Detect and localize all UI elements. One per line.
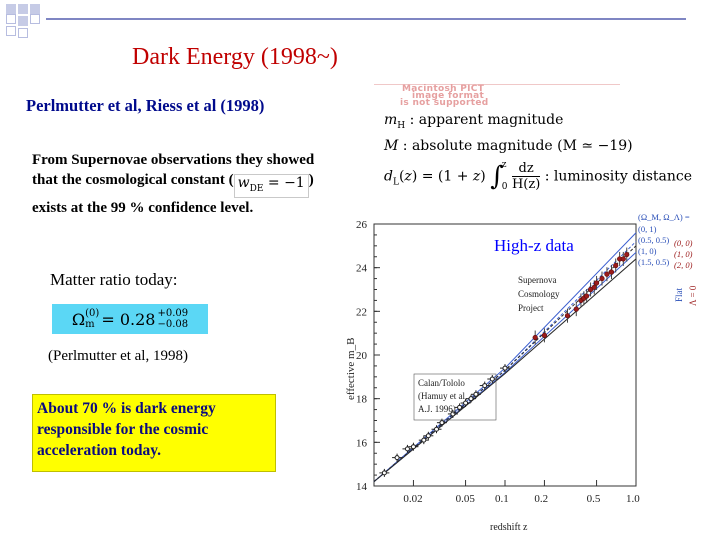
x-tick-label: 1.0 bbox=[626, 493, 640, 505]
conclusion-highlight-box: About 70 % is dark energy responsible fo… bbox=[32, 394, 276, 472]
x-tick-label: 0.2 bbox=[534, 493, 548, 505]
fraction-denominator: H(z) bbox=[511, 177, 541, 192]
x-tick-label: 0.05 bbox=[456, 493, 476, 505]
unsupported-line-3: is not supported bbox=[400, 98, 489, 108]
high-z-point bbox=[532, 334, 538, 341]
low-z-point bbox=[457, 404, 463, 410]
dark-energy-equation: wDE = −1 bbox=[233, 174, 309, 198]
y-axis-label: effective m_B bbox=[345, 338, 357, 400]
high-z-data-label: High-z data bbox=[494, 236, 574, 256]
high-z-point bbox=[608, 269, 615, 275]
omega-symbol: Ω bbox=[71, 309, 86, 329]
low-z-point bbox=[410, 444, 416, 450]
luminosity-distance-def: dL(z) = (1 + z) ∫z 0 dz H(z) : luminosity … bbox=[384, 160, 692, 192]
low-z-point bbox=[450, 411, 456, 417]
absolute-magnitude-text: : absolute magnitude (M ≃ −19) bbox=[402, 138, 633, 154]
legend-entry-blue: (0.5, 0.5) bbox=[638, 235, 669, 245]
annotation-scp: Project bbox=[518, 303, 544, 313]
luminosity-distance-text: : luminosity distance bbox=[544, 168, 692, 185]
legend-entry-blue: (1, 0) bbox=[638, 246, 657, 256]
high-z-point bbox=[604, 271, 610, 277]
annotation-scp: Supernova bbox=[518, 275, 557, 285]
intro-paragraph: From Supernovae observations they showed… bbox=[32, 150, 332, 218]
annotation-scp: Cosmology bbox=[518, 289, 560, 299]
low-z-point bbox=[468, 396, 474, 402]
high-z-point bbox=[573, 306, 579, 312]
omega-error-plus: +0.09 bbox=[157, 308, 189, 319]
header-rule bbox=[46, 18, 686, 20]
low-z-point bbox=[502, 365, 508, 371]
fraction-numerator: dz bbox=[511, 161, 541, 177]
low-z-point bbox=[439, 420, 445, 426]
absolute-magnitude-def: M : absolute magnitude (M ≃ −19) bbox=[384, 138, 633, 154]
intro-text-after: ) exists at the 99 % confidence level. bbox=[32, 172, 314, 216]
y-tick-label: 26 bbox=[356, 219, 368, 231]
matter-ratio-formula: Ω (0) m = 0.28 +0.09 −0.08 bbox=[52, 304, 208, 334]
side-label-flat: Flat bbox=[674, 287, 684, 302]
high-z-point bbox=[624, 251, 630, 258]
citation: (Perlmutter et al, 1998) bbox=[48, 348, 188, 364]
y-tick-label: 24 bbox=[356, 263, 368, 275]
unsupported-line-1: Macintosh PICT bbox=[402, 84, 485, 94]
slide-subtitle: Perlmutter et al, Riess et al (1998) bbox=[26, 96, 265, 115]
low-z-point bbox=[425, 433, 431, 439]
legend-entry-red: (1, 0) bbox=[674, 249, 693, 259]
low-z-point bbox=[381, 470, 387, 476]
legend-entry-red: (2, 0) bbox=[674, 260, 693, 270]
y-tick-label: 22 bbox=[356, 306, 367, 318]
high-z-point bbox=[584, 293, 590, 299]
low-z-point bbox=[434, 426, 440, 432]
low-z-point bbox=[489, 376, 495, 382]
legend-entry-red: (0, 0) bbox=[674, 238, 693, 248]
y-tick-label: 16 bbox=[356, 437, 368, 449]
omega-subscript: m bbox=[85, 319, 95, 330]
y-tick-label: 20 bbox=[356, 350, 368, 362]
apparent-magnitude-def: mH : apparent magnitude bbox=[384, 112, 564, 131]
low-z-point bbox=[421, 437, 427, 443]
model-curve bbox=[373, 258, 637, 483]
legend-entry-blue: (1.5, 0.5) bbox=[638, 257, 669, 267]
high-z-point bbox=[591, 284, 597, 290]
high-z-point bbox=[564, 313, 571, 319]
slide-title: Dark Energy (1998~) bbox=[132, 44, 338, 70]
matter-ratio-label: Matter ratio today: bbox=[50, 270, 178, 289]
legend-header: (Ω_M, Ω_Λ) = bbox=[638, 212, 690, 222]
annotation-calan: Calan/Tololo bbox=[418, 378, 465, 388]
low-z-point bbox=[463, 400, 469, 406]
y-tick-label: 18 bbox=[356, 394, 368, 406]
low-z-point bbox=[404, 446, 410, 452]
high-z-point bbox=[593, 280, 600, 286]
y-tick-label: 14 bbox=[356, 481, 368, 493]
intro-text-before: From Supernovae observations they showed… bbox=[32, 152, 315, 188]
low-z-point bbox=[482, 383, 488, 389]
omega-error-minus: −0.08 bbox=[157, 319, 189, 330]
integral-upper: z bbox=[501, 160, 507, 170]
high-z-point bbox=[599, 275, 605, 282]
low-z-point bbox=[394, 455, 400, 461]
x-axis-label: redshift z bbox=[490, 522, 528, 533]
annotation-calan: A.J. 1996) bbox=[418, 404, 456, 414]
x-tick-label: 0.02 bbox=[403, 493, 422, 505]
unsupported-line-2: image format bbox=[412, 91, 485, 101]
annotation-calan: (Hamuy et al, bbox=[418, 391, 467, 401]
integral-lower: 0 bbox=[501, 182, 508, 192]
x-tick-label: 0.1 bbox=[495, 493, 509, 505]
high-z-point bbox=[620, 256, 626, 262]
low-z-point bbox=[473, 391, 479, 397]
unsupported-image-placeholder: Macintosh PICT image format is not suppo… bbox=[374, 84, 620, 108]
omega-value: = 0.28 bbox=[101, 309, 156, 329]
calan-tololo-box bbox=[413, 373, 497, 421]
high-z-point bbox=[541, 332, 548, 338]
high-z-point bbox=[613, 262, 619, 269]
side-label-lambda: Λ = 0 bbox=[688, 285, 698, 306]
apparent-magnitude-text: : apparent magnitude bbox=[409, 112, 564, 128]
hubble-diagram: 14 16 18 20 22 24 26 0.02 0.05 0.1 0.2 0.5 1.0 redshi… bbox=[345, 212, 698, 533]
integral-sign: ∫ bbox=[490, 161, 504, 192]
x-tick-label: 0.5 bbox=[587, 493, 601, 505]
legend-entry-blue: (0, 1) bbox=[638, 224, 657, 234]
omega-superscript: (0) bbox=[85, 308, 100, 319]
